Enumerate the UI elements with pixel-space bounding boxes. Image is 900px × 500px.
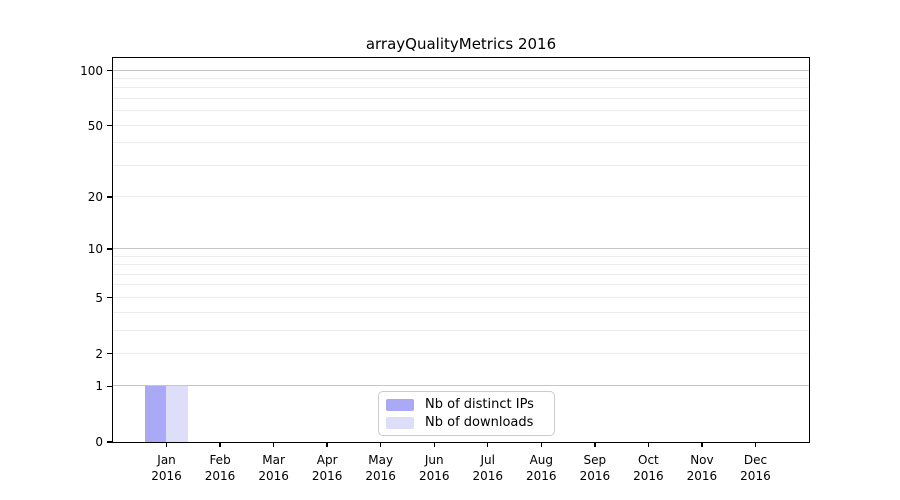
- x-tick: [272, 442, 275, 447]
- minor-gridline: [112, 164, 809, 166]
- minor-gridline: [112, 87, 809, 89]
- legend-item: Nb of downloads: [386, 414, 554, 432]
- y-tick: [106, 248, 112, 250]
- y-tick: [106, 352, 112, 355]
- minor-gridline: [112, 329, 809, 331]
- chart-title: arrayQualityMetrics 2016: [365, 35, 557, 53]
- legend-item: Nb of distinct IPs: [386, 396, 554, 414]
- x-tick: [165, 442, 168, 447]
- legend: Nb of distinct IPs Nb of downloads: [378, 391, 555, 436]
- y-tick-label: 50: [87, 118, 103, 133]
- x-tick-label: Apr 2016: [311, 453, 343, 483]
- legend-item-label: Nb of downloads: [425, 415, 534, 430]
- y-tick-label: 5: [95, 290, 103, 305]
- y-tick: [106, 196, 112, 198]
- x-tick-label: Feb 2016: [204, 453, 236, 483]
- x-tick: [219, 442, 221, 447]
- x-tick-label: May 2016: [365, 453, 396, 483]
- x-tick: [701, 442, 703, 447]
- minor-gridline: [112, 78, 809, 80]
- y-tick: [106, 385, 112, 387]
- x-tick: [379, 442, 382, 447]
- x-tick-label: Oct 2016: [633, 453, 664, 483]
- y-tick: [106, 297, 112, 299]
- legend-swatch: [386, 416, 414, 429]
- minor-gridline: [112, 196, 809, 198]
- y-tick-label: 100: [80, 63, 103, 78]
- x-tick: [433, 442, 435, 447]
- y-tick: [106, 124, 112, 127]
- minor-gridline: [112, 311, 809, 313]
- x-tick: [594, 442, 596, 447]
- x-tick-label: Aug 2016: [526, 453, 557, 483]
- x-tick-label: Sep 2016: [579, 453, 611, 483]
- plot-area: [111, 56, 810, 443]
- bar-downloads: [166, 385, 188, 442]
- x-tick-label: Nov 2016: [686, 453, 718, 483]
- minor-gridline: [112, 142, 809, 144]
- legend-swatch: [386, 398, 414, 411]
- y-tick: [106, 69, 112, 72]
- y-tick-label: 10: [87, 241, 103, 256]
- y-tick-label: 20: [87, 189, 103, 204]
- minor-gridline: [112, 284, 809, 286]
- minor-gridline: [112, 110, 809, 112]
- x-tick-label: Mar 2016: [258, 453, 289, 483]
- minor-gridline: [112, 352, 809, 354]
- y-tick: [106, 441, 112, 443]
- minor-gridline: [112, 255, 809, 257]
- bar-distinct-ips: [144, 385, 167, 442]
- minor-gridline: [112, 97, 809, 99]
- x-tick-label: Jun 2016: [418, 453, 450, 483]
- minor-gridline: [112, 264, 809, 266]
- x-tick-label: Jul 2016: [472, 453, 504, 483]
- x-tick: [754, 442, 757, 447]
- legend-item-label: Nb of distinct IPs: [425, 397, 534, 412]
- minor-gridline: [112, 273, 809, 275]
- major-gridline: [112, 385, 809, 387]
- y-tick-label: 0: [95, 435, 103, 449]
- minor-gridline: [112, 124, 809, 126]
- major-gridline: [112, 69, 809, 71]
- y-tick-label: 1: [95, 379, 103, 394]
- x-tick: [487, 442, 489, 447]
- x-tick: [326, 442, 328, 447]
- x-tick: [540, 442, 542, 447]
- x-tick-label: Jan 2016: [151, 453, 182, 483]
- minor-gridline: [112, 296, 809, 298]
- x-tick: [647, 442, 650, 447]
- major-gridline: [112, 248, 809, 250]
- x-tick-label: Dec 2016: [740, 453, 771, 483]
- y-tick-label: 2: [95, 346, 103, 361]
